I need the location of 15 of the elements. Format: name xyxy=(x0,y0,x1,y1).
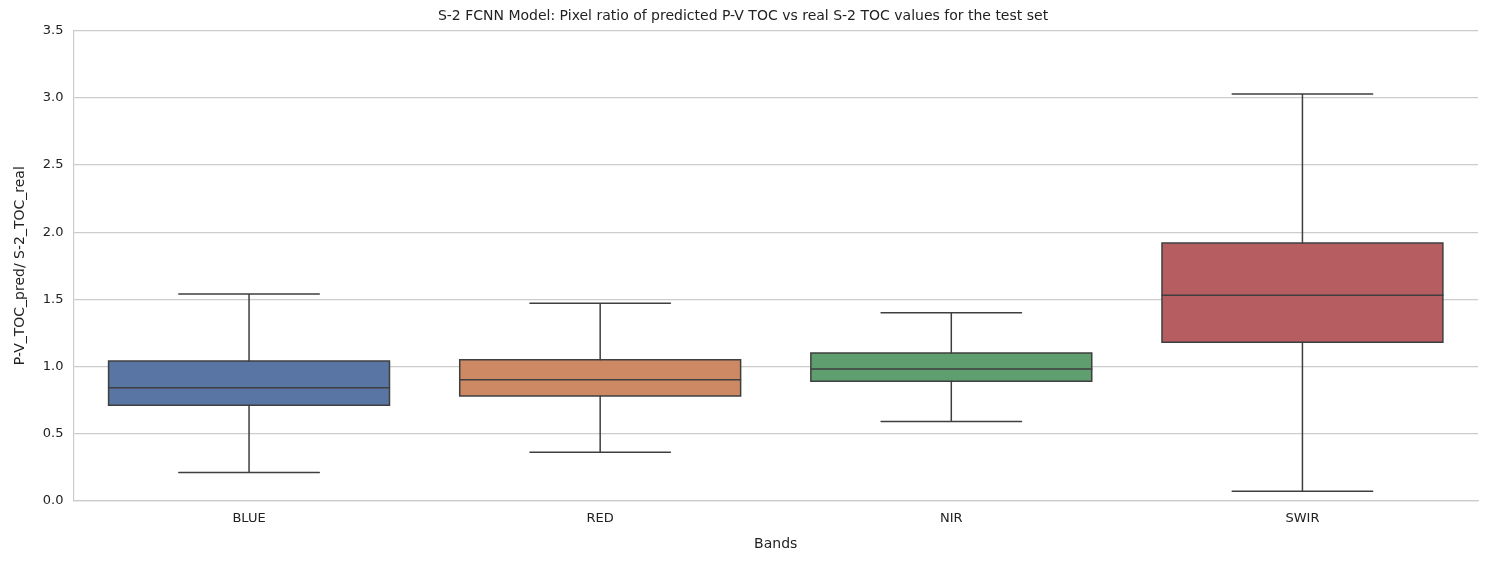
x-axis-title: Bands xyxy=(754,535,798,552)
x-tick-label: BLUE xyxy=(232,509,266,525)
y-tick-label: 3.0 xyxy=(42,89,64,105)
y-tick-label: 2.0 xyxy=(42,223,64,239)
y-tick-label: 3.5 xyxy=(42,22,64,38)
x-tick-label: NIR xyxy=(940,509,963,525)
x-tick-label: SWIR xyxy=(1285,509,1320,525)
chart-title: S-2 FCNN Model: Pixel ratio of predicted P-V TOC vs real S-2 TOC values for the test set xyxy=(437,7,1049,24)
y-tick-label: 1.5 xyxy=(42,290,64,306)
y-tick-label: 1.0 xyxy=(42,357,64,373)
y-tick-label: 2.5 xyxy=(42,156,64,172)
y-tick-label: 0.0 xyxy=(42,491,64,507)
y-tick-label: 0.5 xyxy=(42,424,64,440)
x-tick-label: RED xyxy=(586,509,614,525)
y-axis-title: P-V_TOC_pred/ S-2_TOC_real xyxy=(11,166,28,366)
